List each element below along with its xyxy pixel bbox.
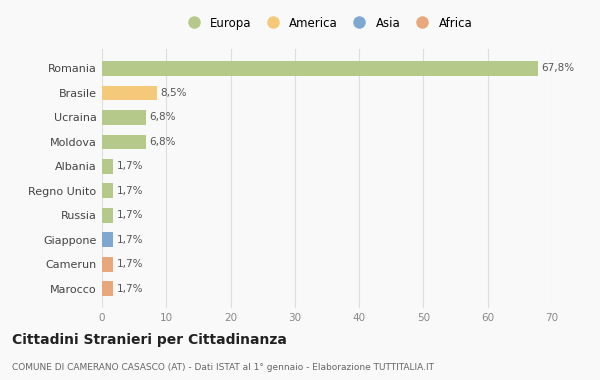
Text: 1,7%: 1,7% — [117, 259, 143, 269]
Bar — [102, 257, 113, 272]
Text: 67,8%: 67,8% — [542, 63, 575, 73]
Text: 1,7%: 1,7% — [117, 162, 143, 171]
Bar — [102, 159, 113, 174]
Text: 1,7%: 1,7% — [117, 186, 143, 196]
Bar — [102, 86, 157, 100]
Bar — [102, 281, 113, 296]
Text: 8,5%: 8,5% — [161, 88, 187, 98]
Text: COMUNE DI CAMERANO CASASCO (AT) - Dati ISTAT al 1° gennaio - Elaborazione TUTTIT: COMUNE DI CAMERANO CASASCO (AT) - Dati I… — [12, 364, 434, 372]
Text: 1,7%: 1,7% — [117, 210, 143, 220]
Text: 6,8%: 6,8% — [149, 137, 176, 147]
Bar — [102, 233, 113, 247]
Legend: Europa, America, Asia, Africa: Europa, America, Asia, Africa — [182, 17, 472, 30]
Bar — [102, 110, 146, 125]
Text: 1,7%: 1,7% — [117, 235, 143, 245]
Bar — [102, 208, 113, 223]
Bar — [102, 135, 146, 149]
Bar — [102, 61, 538, 76]
Bar — [102, 184, 113, 198]
Text: 1,7%: 1,7% — [117, 284, 143, 294]
Text: 6,8%: 6,8% — [149, 112, 176, 122]
Text: Cittadini Stranieri per Cittadinanza: Cittadini Stranieri per Cittadinanza — [12, 333, 287, 347]
